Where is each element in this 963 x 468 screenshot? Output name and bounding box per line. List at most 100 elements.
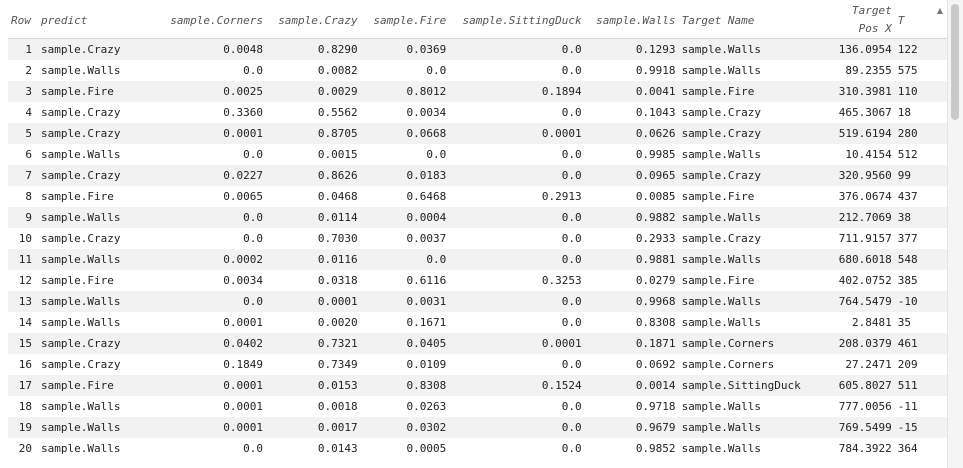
cell-predict: sample.Walls [37, 417, 126, 438]
cell-sample-fire: 0.0005 [406, 442, 447, 455]
table-row[interactable]: 3 sample.Fire 0.0025 0.0029 0.8012 0.1894 0.00… [8, 81, 948, 102]
cell-predict: sample.Walls [37, 291, 126, 312]
cell-target-name: sample.Crazy [678, 165, 804, 186]
table-row[interactable]: 14 sample.Walls 0.0001 0.0020 0.1671 0.0 0.830… [8, 312, 948, 333]
column-header-sample-corners[interactable]: sample.Corners [125, 2, 266, 39]
cell-sample-sittingduck: 0.0 [449, 249, 585, 270]
cell-target-pos-x: 320.9560 [803, 165, 895, 186]
cell-sample-crazy: 0.0143 [317, 442, 358, 455]
cell-sample-crazy: 0.0082 [317, 64, 358, 77]
cell-row-number: 16 [18, 358, 32, 371]
table-row[interactable]: 15 sample.Crazy 0.0402 0.7321 0.0405 0.0001 0.… [8, 333, 948, 354]
cell-sample-crazy: 0.0116 [265, 249, 361, 270]
cell-target-name: sample.Walls [681, 442, 762, 455]
cell-sample-walls: 0.2933 [635, 232, 676, 245]
column-header-predict[interactable]: predict [37, 2, 126, 39]
cell-sample-crazy: 0.7030 [317, 232, 358, 245]
cell-sample-fire: 0.0405 [360, 333, 450, 354]
table-row[interactable]: 10 sample.Crazy 0.0 0.7030 0.0037 0.0 0.2933 sa… [8, 228, 948, 249]
cell-sample-corners: 0.0 [125, 291, 266, 312]
table-row[interactable]: 20 sample.Walls 0.0 0.0143 0.0005 0.0 0.9852 sa… [8, 438, 948, 459]
cell-t: 38 [894, 207, 948, 228]
table-row[interactable]: 4 sample.Crazy 0.3360 0.5562 0.0034 0.0 0.1043… [8, 102, 948, 123]
cell-sample-sittingduck: 0.3253 [541, 274, 582, 287]
cell-sample-crazy: 0.0015 [317, 148, 358, 161]
cell-sample-corners: 0.0 [243, 232, 263, 245]
cell-sample-crazy: 0.0001 [265, 291, 361, 312]
cell-predict: sample.Crazy [37, 333, 126, 354]
table-row[interactable]: 12 sample.Fire 0.0034 0.0318 0.6116 0.3253 0.0… [8, 270, 948, 291]
cell-target-pos-x: 769.5499 [803, 417, 895, 438]
cell-sample-sittingduck: 0.0 [561, 358, 582, 371]
column-header-sample-fire[interactable]: sample.Fire [360, 2, 450, 39]
cell-t: 209 [897, 358, 918, 371]
table-row[interactable]: 1 sample.Crazy 0.0048 0.8290 0.0369 0.0 0.1293… [8, 38, 948, 60]
cell-row-number: 2 [25, 64, 32, 77]
column-header-target-pos-x[interactable]: Target Pos X [803, 2, 895, 39]
cell-t: 99 [894, 165, 948, 186]
cell-target-pos-x: 784.3922 [838, 442, 892, 455]
table-row[interactable]: 8 sample.Fire 0.0065 0.0468 0.6468 0.2913 0.00… [8, 186, 948, 207]
cell-row-number: 12 [18, 274, 32, 287]
scrollbar-thumb[interactable] [951, 4, 959, 120]
cell-sample-fire: 0.0263 [406, 400, 447, 413]
cell-sample-corners: 0.0001 [125, 375, 266, 396]
table-row[interactable]: 16 sample.Crazy 0.1849 0.7349 0.0109 0.0 0.069… [8, 354, 948, 375]
cell-predict: sample.Crazy [40, 232, 121, 245]
caret-up-icon: ▲ [936, 6, 943, 15]
cell-row-number: 14 [18, 316, 32, 329]
cell-sample-crazy: 0.0318 [317, 274, 358, 287]
cell-sample-corners: 0.0001 [125, 123, 266, 144]
cell-sample-sittingduck: 0.1524 [449, 375, 585, 396]
table-row[interactable]: 5 sample.Crazy 0.0001 0.8705 0.0668 0.0001 0.0… [8, 123, 948, 144]
column-header-sample-walls[interactable]: sample.Walls [584, 2, 679, 39]
column-header-sample-crazy[interactable]: sample.Crazy [265, 2, 361, 39]
cell-target-pos-x: 89.2355 [845, 64, 892, 77]
cell-sample-walls: 0.9679 [584, 417, 679, 438]
cell-sample-walls: 0.9718 [635, 400, 676, 413]
table-row[interactable]: 6 sample.Walls 0.0 0.0015 0.0 0.0 0.9985 sample… [8, 144, 948, 165]
table-row[interactable]: 19 sample.Walls 0.0001 0.0017 0.0302 0.0 0.967… [8, 417, 948, 438]
cell-target-name: sample.Fire [681, 274, 755, 287]
column-header-target-name[interactable]: Target Name [678, 2, 804, 39]
cell-target-name: sample.Corners [681, 358, 775, 371]
cell-sample-walls: 0.1293 [584, 38, 679, 60]
table-row[interactable]: 13 sample.Walls 0.0 0.0001 0.0031 0.0 0.9968 sa… [8, 291, 948, 312]
table-row[interactable]: 7 sample.Crazy 0.0227 0.8626 0.0183 0.0 0.0965… [8, 165, 948, 186]
cell-sample-corners: 0.0065 [223, 190, 263, 203]
table-row[interactable]: 17 sample.Fire 0.0001 0.0153 0.8308 0.1524 0.0… [8, 375, 948, 396]
cell-row-number: 20 [18, 442, 32, 455]
cell-sample-fire: 0.1671 [406, 316, 447, 329]
cell-target-pos-x: 27.2471 [845, 358, 892, 371]
cell-sample-sittingduck: 0.0001 [449, 333, 585, 354]
cell-row-number: 4 [25, 106, 32, 119]
cell-sample-crazy: 0.7349 [317, 358, 358, 371]
column-header-t[interactable]: T [894, 2, 948, 39]
cell-sample-corners: 0.0001 [223, 316, 263, 329]
table-row[interactable]: 2 sample.Walls 0.0 0.0082 0.0 0.0 0.9918 sample… [8, 60, 948, 81]
cell-sample-sittingduck: 0.1894 [449, 81, 585, 102]
cell-target-name: sample.Walls [681, 316, 762, 329]
cell-t: 437 [897, 190, 918, 203]
table-row[interactable]: 9 sample.Walls 0.0 0.0114 0.0004 0.0 0.9882 sam… [8, 207, 948, 228]
cell-t: 512 [897, 148, 918, 161]
table-row[interactable]: 18 sample.Walls 0.0001 0.0018 0.0263 0.0 0.971… [8, 396, 948, 417]
cell-target-name: sample.Walls [678, 207, 804, 228]
column-header-row[interactable]: Row [8, 2, 38, 39]
cell-sample-fire: 0.0183 [360, 165, 450, 186]
cell-sample-sittingduck: 0.0 [561, 148, 582, 161]
cell-sample-sittingduck: 0.0 [561, 64, 582, 77]
table-row[interactable]: 11 sample.Walls 0.0002 0.0116 0.0 0.0 0.9881 sa… [8, 249, 948, 270]
cell-predict: sample.Fire [40, 274, 114, 287]
cell-row-number: 17 [8, 375, 38, 396]
column-header-sample-sittingduck[interactable]: sample.SittingDuck [449, 2, 585, 39]
cell-target-name: sample.Crazy [681, 232, 762, 245]
cell-predict: sample.Fire [37, 375, 126, 396]
cell-target-pos-x: 310.3981 [803, 81, 895, 102]
cell-sample-sittingduck: 0.0001 [449, 123, 585, 144]
vertical-scrollbar[interactable] [947, 0, 963, 468]
cell-t: 18 [897, 106, 912, 119]
cell-sample-corners: 0.0001 [125, 417, 266, 438]
cell-sample-walls: 0.8308 [635, 316, 676, 329]
